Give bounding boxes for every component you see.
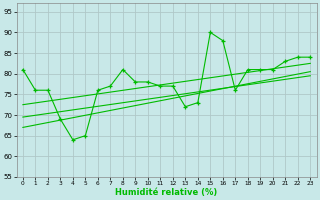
X-axis label: Humidité relative (%): Humidité relative (%) bbox=[116, 188, 218, 197]
